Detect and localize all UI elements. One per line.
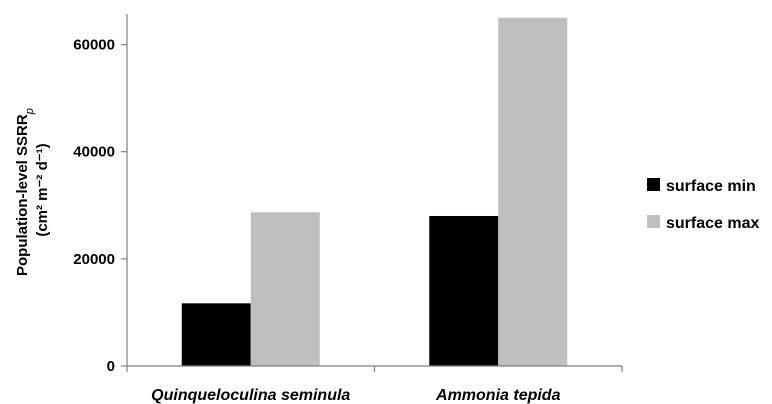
y-axis-title-subscript: p xyxy=(24,108,36,115)
bars-group xyxy=(181,17,568,367)
y-tick-label: 20000 xyxy=(73,251,115,268)
y-tick-label: 0 xyxy=(107,358,115,375)
legend: surface min surface max xyxy=(647,178,759,232)
bar-surface-min-1 xyxy=(429,215,499,366)
y-axis-title-units: (cm² m⁻² d⁻¹) xyxy=(34,143,51,236)
legend-swatch-surface-min xyxy=(647,178,660,191)
y-tick-label: 60000 xyxy=(73,37,115,54)
legend-label: surface max xyxy=(666,215,759,232)
x-ticks-group: Quinqueloculina seminula Ammonia tepida xyxy=(126,366,623,404)
y-axis-title-main: Population-level SSRR xyxy=(14,114,31,276)
bar-surface-max-1 xyxy=(498,17,568,367)
bar-surface-max-0 xyxy=(250,212,320,366)
legend-label: surface min xyxy=(666,178,756,195)
y-tick-label: 40000 xyxy=(73,144,115,161)
x-category-label: Ammonia tepida xyxy=(435,387,561,404)
x-category-label: Quinqueloculina seminula xyxy=(151,387,350,404)
y-ticks-group: 0 20000 40000 60000 xyxy=(73,37,127,375)
y-axis-title: Population-level SSRRp (cm² m⁻² d⁻¹) xyxy=(14,104,51,276)
legend-swatch-surface-max xyxy=(647,215,660,228)
bar-surface-min-0 xyxy=(181,303,251,366)
